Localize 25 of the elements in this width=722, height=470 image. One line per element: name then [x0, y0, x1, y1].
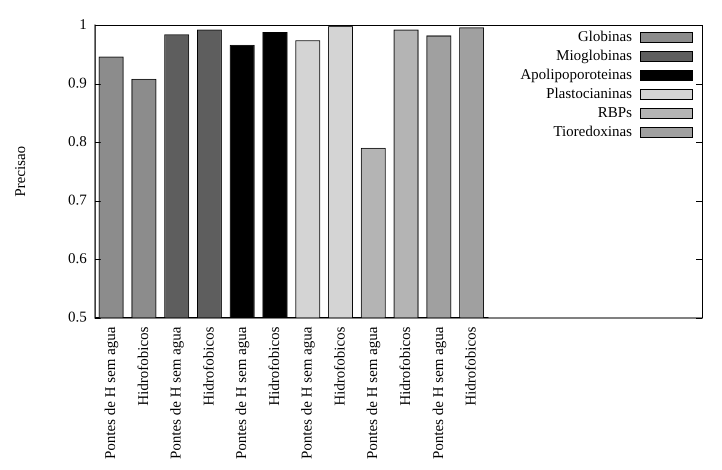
legend-label: RBPs	[598, 104, 632, 121]
x-tick-label: Pontes de H sem agua	[365, 326, 382, 460]
legend-label: Globinas	[578, 28, 632, 45]
legend-label: Plastocianinas	[546, 86, 632, 102]
x-tick-label: Pontes de H sem agua	[234, 326, 250, 460]
legend-label: Tioredoxinas	[553, 124, 632, 140]
y-tick-label: 0.9	[68, 75, 87, 92]
y-tick-label: 1	[79, 16, 87, 33]
y-tick-label: 0.5	[68, 309, 87, 326]
legend-label: Mioglobinas	[556, 48, 632, 64]
x-tick-label: Hidrofobicos	[266, 326, 283, 406]
x-tick-label: Hidrofobicos	[136, 326, 152, 406]
x-tick-label: Hidrofobicos	[398, 326, 414, 406]
y-tick-label: 0.7	[68, 192, 88, 208]
x-tick-label: Hidrofobicos	[464, 326, 480, 406]
x-tick-label: Hidrofobicos	[332, 326, 348, 406]
y-tick-label: 0.8	[68, 134, 87, 150]
x-tick-label: Pontes de H sem agua	[103, 326, 120, 460]
legend-label: Apolipoporoteinas	[520, 66, 632, 83]
x-tick-label: Hidrofobicos	[201, 326, 218, 406]
y-tick-label: 0.6	[68, 250, 88, 267]
x-tick-label: Pontes de H sem agua	[300, 326, 316, 460]
x-tick-label: Pontes de H sem agua	[168, 326, 185, 460]
y-axis-title: Precisao	[12, 146, 29, 197]
x-tick-label: Pontes de H sem agua	[430, 326, 447, 460]
